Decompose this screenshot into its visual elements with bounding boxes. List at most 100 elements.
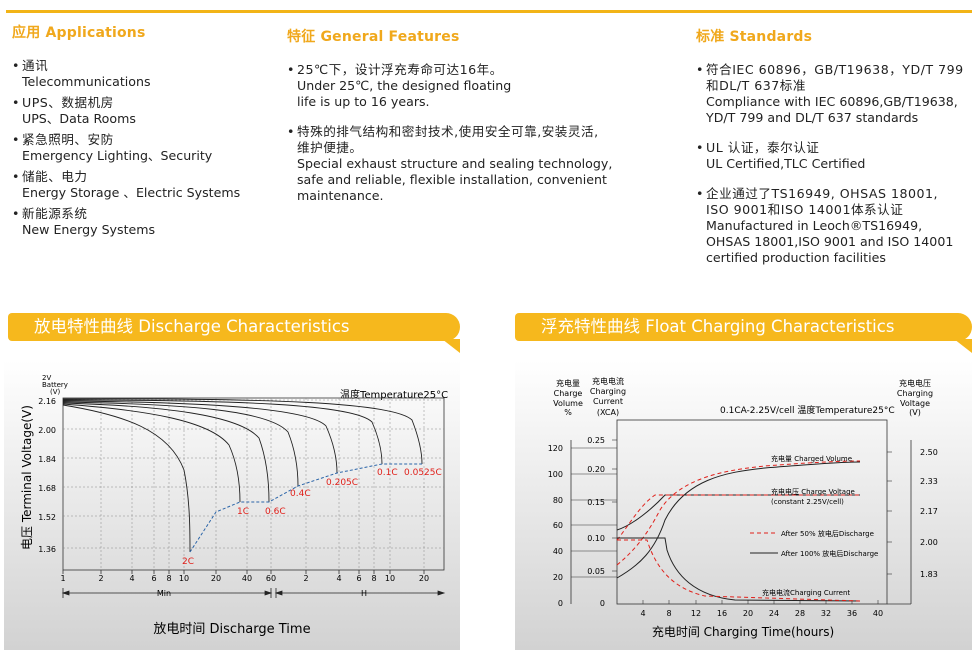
volume-tick: 20	[553, 573, 563, 582]
volume-tick: 0	[558, 599, 563, 608]
x-tick-label: 40	[242, 574, 252, 583]
x-tick-label: 4	[336, 574, 341, 583]
h-label: H	[361, 589, 367, 598]
x-tick-label: 8	[666, 609, 671, 618]
y-ticks: 2.16 2.00 1.84 1.68 1.52 1.36	[38, 397, 56, 554]
y-tick-label: 2.00	[38, 426, 56, 435]
min-label: Min	[157, 589, 171, 598]
legend-after100: After 100% 放电后Discharge	[781, 549, 878, 558]
charge-voltage-curve-50	[616, 494, 860, 541]
list-item: 25℃下，设计浮充寿命可达16年。 Under 25℃, the designe…	[287, 62, 667, 110]
voltage-ticks: 2.50 2.33 2.17 2.00 1.83	[920, 448, 938, 579]
rate-label: 2C	[182, 557, 194, 567]
plot-frame	[616, 419, 888, 605]
voltage-tick: 2.50	[920, 448, 938, 457]
x-tick-label: 36	[847, 609, 857, 618]
x-tick-label: 32	[821, 609, 831, 618]
legend-after50: After 50% 放电后Discharge	[781, 529, 874, 538]
y-unit-top: 2V	[42, 374, 51, 382]
x-axis-label: 放电时间 Discharge Time	[153, 622, 310, 637]
top-divider	[6, 10, 972, 13]
rate-labels: 2C 1C 0.6C 0.4C 0.205C 0.1C 0.0525C	[182, 468, 442, 567]
standards-section: 标准 Standards 符合IEC 60896，GB/T19638，YD/T …	[696, 26, 978, 280]
current-tick: 0	[600, 599, 605, 608]
legend-voltage: 充电电压 Charge Voltage	[771, 487, 855, 496]
voltage-tick: 2.00	[920, 538, 938, 547]
current-tick: 0.25	[587, 436, 605, 445]
x-tick-label: 8	[371, 574, 376, 583]
discharge-curve	[62, 404, 191, 553]
rate-label: 0.1C	[377, 468, 398, 478]
charged-volume-curve	[616, 461, 861, 579]
rate-label: 0.0525C	[404, 468, 442, 478]
volume-tick: 40	[553, 547, 563, 556]
current-ticks: 0.25 0.20 0.15 0.10 0.05 0	[587, 436, 605, 608]
x-tick-label: 1	[60, 574, 65, 583]
x-ticks: 1 2 4 6 8 10 20 40 60 2 4 6 8 10 20	[60, 574, 429, 583]
x-tick-label: 60	[266, 574, 276, 583]
discharge-curve	[62, 403, 241, 503]
discharge-curve	[62, 399, 383, 465]
y-tick-label: 1.68	[38, 484, 56, 493]
current-tick: 0.15	[587, 498, 605, 507]
condition-label: 0.1CA-2.25V/cell 温度Temperature25°C	[720, 404, 895, 416]
current-header: 充电电流	[592, 376, 624, 386]
charge-voltage-curve	[616, 494, 860, 531]
list-item: UL 认证，泰尔认证 UL Certified,TLC Certified	[696, 140, 978, 172]
x-tick-label: 4	[640, 609, 645, 618]
list-item: 符合IEC 60896，GB/T19638，YD/T 799 和DL/T 637…	[696, 62, 978, 126]
discharge-curve	[62, 398, 423, 465]
discharge-curve	[62, 400, 338, 474]
x-tick-label: 10	[179, 574, 189, 583]
left-axis-headers: 充电量 Charge Volume % 充电电流 Charging Curren…	[553, 376, 933, 417]
plot-frame	[62, 397, 445, 571]
volume-tick: 100	[548, 470, 563, 479]
float-chart: 充电量 Charge Volume % 充电电流 Charging Curren…	[515, 360, 972, 650]
voltage-tick: 2.33	[920, 477, 938, 486]
volume-header: Volume	[553, 399, 583, 408]
y-tick-label: 1.36	[38, 545, 56, 554]
discharge-banner: 放电特性曲线 Discharge Characteristics	[8, 313, 460, 353]
voltage-header: (V)	[909, 408, 921, 417]
y-tick-label: 2.16	[38, 397, 56, 406]
x-ticks: 4 8 12 16 20 24 28 32 36 40	[640, 609, 883, 618]
x-tick-label: 4	[129, 574, 134, 583]
x-tick-label: 2	[98, 574, 103, 583]
charging-current-curve	[617, 537, 861, 602]
current-header: (XCA)	[597, 408, 619, 417]
x-axis-label: 充电时间 Charging Time(hours)	[652, 624, 834, 639]
legend: 充电量 Charged Volume 充电电压 Charge Voltage (…	[750, 454, 878, 597]
current-header: Charging	[590, 387, 626, 396]
applications-title: 应用 Applications	[12, 25, 146, 41]
x-tick-label: 2	[303, 574, 308, 583]
volume-tick: 120	[548, 444, 563, 453]
rate-label: 0.205C	[326, 478, 358, 488]
legend-volume: 充电量 Charged Volume	[771, 454, 852, 463]
x-tick-label: 6	[151, 574, 156, 583]
voltage-header: Charging	[897, 389, 933, 398]
cutoff-voltage-line	[189, 463, 422, 553]
float-banner: 浮充特性曲线 Float Charging Characteristics	[515, 313, 972, 353]
legend-current: 充电电流Charging Current	[762, 588, 850, 597]
voltage-header: 充电电压	[899, 378, 931, 388]
features-section: 特征 General Features 25℃下，设计浮充寿命可达16年。 Un…	[287, 26, 667, 218]
voltage-tick: 1.83	[920, 570, 938, 579]
volume-header: %	[564, 408, 572, 417]
x-tick-label: 12	[691, 609, 701, 618]
x-tick-label: 20	[211, 574, 221, 583]
x-tick-label: 24	[769, 609, 779, 618]
standards-title: 标准 Standards	[696, 29, 813, 45]
x-tick-label: 20	[743, 609, 753, 618]
volume-tick: 60	[553, 521, 563, 530]
chart-background	[515, 360, 972, 650]
grid	[62, 397, 445, 574]
curves	[616, 460, 861, 602]
temperature-label: 温度Temperature25°C	[340, 388, 448, 401]
voltage-header: Voltage	[900, 399, 930, 408]
